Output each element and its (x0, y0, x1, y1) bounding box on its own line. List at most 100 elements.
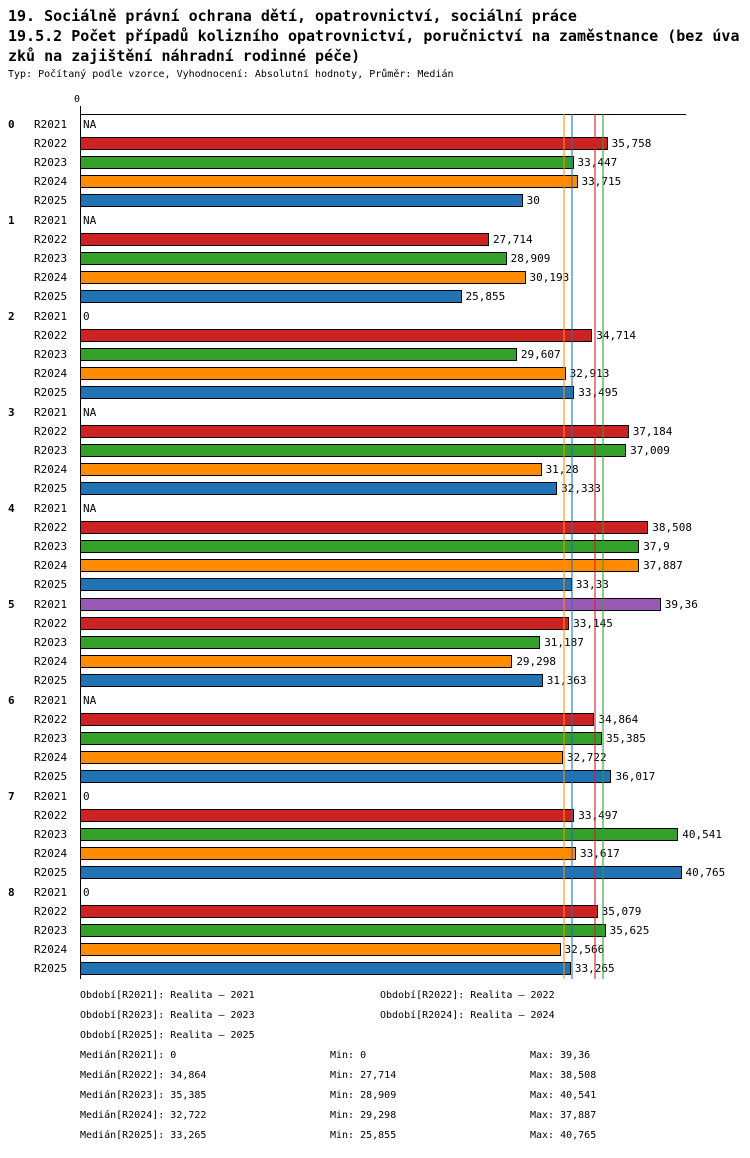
stat-median-R2025: Medián[R2025]: 33,265 (80, 1130, 207, 1141)
stat-min-R2025: Min: 25,855 (330, 1130, 397, 1141)
series-label: R2022 (34, 713, 68, 726)
bar-track: 37,009 (80, 441, 750, 460)
bar-group: 1 R2021 NA R2022 27,714 R2023 28,909 R2024 30,19… (0, 211, 750, 306)
bar-track: 31,28 (80, 460, 750, 479)
bar-row: R2025 31,363 (0, 671, 750, 690)
stat-min-R2024: Min: 29,298 (330, 1110, 397, 1121)
value-label: 33,33 (575, 578, 609, 591)
series-label: R2021 (34, 790, 68, 803)
bar-R2022 (80, 233, 489, 246)
group-label (0, 940, 34, 959)
group-label (0, 729, 34, 748)
bar-group: 4 R2021 NA R2022 38,508 R2023 37,9 R2024 37,887 R… (0, 499, 750, 594)
bar-track: 32,913 (80, 364, 750, 383)
bar-row: R2023 29,607 (0, 345, 750, 364)
value-label: 28,909 (510, 252, 551, 265)
bar-row: R2024 33,617 (0, 844, 750, 863)
series-label: R2025 (34, 578, 68, 591)
bar-R2023 (80, 828, 679, 841)
bar-track: 27,714 (80, 230, 750, 249)
x-axis-tick (80, 106, 81, 114)
bar-row: R2022 37,184 (0, 422, 750, 441)
group-label: 0 (8, 118, 15, 131)
series-label: R2025 (34, 194, 68, 207)
report-title-line-2: 19.5.2 Počet případů kolizního opatrovni… (8, 27, 740, 45)
bar-R2024 (80, 847, 577, 860)
bar-R2025 (80, 674, 543, 687)
series-label: R2024 (34, 463, 68, 476)
bar-row: R2024 32,566 (0, 940, 750, 959)
report-title-line-1: 19. Sociálně právní ochrana dětí, opatro… (8, 7, 577, 25)
bar-row: R2025 33,265 (0, 959, 750, 978)
legend-period-R2021: Období[R2021]: Realita – 2021 (80, 990, 255, 1001)
bar-group: 8 R2021 0 R2022 35,079 R2023 35,625 R2024 32,566… (0, 883, 750, 978)
bar-R2023 (80, 444, 627, 457)
bar-group: 6 R2021 NA R2022 34,864 R2023 35,385 R2024 32,72… (0, 691, 750, 786)
bar-track: 36,017 (80, 767, 750, 786)
median-line-R2024 (562, 114, 565, 979)
bar-row: R2025 36,017 (0, 767, 750, 786)
series-label: R2022 (34, 233, 68, 246)
group-label (0, 556, 34, 575)
x-axis-line (80, 114, 686, 115)
bar-row: R2023 35,385 (0, 729, 750, 748)
bar-R2022 (80, 905, 598, 918)
value-label: 35,758 (611, 137, 652, 150)
bar-row: 8 R2021 0 (0, 883, 750, 902)
group-label (0, 479, 34, 498)
stat-max-R2021: Max: 39,36 (530, 1050, 591, 1061)
bar-R2024 (80, 751, 563, 764)
value-label: 0 (83, 310, 90, 323)
series-label: R2024 (34, 751, 68, 764)
legend-period-R2022: Období[R2022]: Realita – 2022 (380, 990, 555, 1001)
value-label: NA (83, 214, 97, 227)
value-label: 30 (526, 194, 540, 207)
group-label (0, 633, 34, 652)
series-label: R2021 (34, 118, 68, 131)
bar-track: 28,909 (80, 249, 750, 268)
bar-R2022 (80, 617, 570, 630)
bar-track: 40,541 (80, 825, 750, 844)
value-label: 35,625 (609, 924, 650, 937)
group-label (0, 959, 34, 978)
bar-group: 2 R2021 0 R2022 34,714 R2023 29,607 R2024 32,913… (0, 307, 750, 402)
median-line-R2023 (602, 114, 605, 979)
bar-R2024 (80, 943, 561, 956)
group-label (0, 326, 34, 345)
bar-R2021 (80, 598, 661, 611)
group-label (0, 767, 34, 786)
bar-track: 30,193 (80, 268, 750, 287)
value-label: 38,508 (652, 521, 692, 534)
bar-row: 7 R2021 0 (0, 787, 750, 806)
value-label: 0 (83, 790, 90, 803)
value-label: 40,541 (682, 828, 722, 841)
series-label: R2022 (34, 905, 68, 918)
bar-row: R2025 40,765 (0, 863, 750, 882)
bar-group: 0 R2021 NA R2022 35,758 R2023 33,447 R2024 33,71… (0, 115, 750, 210)
series-label: R2024 (34, 367, 68, 380)
bar-row: R2022 33,145 (0, 614, 750, 633)
bar-track: 33,495 (80, 383, 750, 402)
bar-track: 40,765 (80, 863, 750, 882)
bar-track: 33,447 (80, 153, 750, 172)
bar-R2023 (80, 540, 640, 553)
series-label: R2024 (34, 175, 68, 188)
series-label: R2022 (34, 425, 68, 438)
bar-row: R2024 29,298 (0, 652, 750, 671)
bar-R2022 (80, 329, 593, 342)
group-label: 2 (8, 310, 15, 323)
value-label: 33,145 (573, 617, 613, 630)
bar-track: 37,887 (80, 556, 750, 575)
bar-track: 31,187 (80, 633, 750, 652)
bar-row: R2022 38,508 (0, 518, 750, 537)
stat-min-R2021: Min: 0 (330, 1050, 367, 1061)
bar-row: 2 R2021 0 (0, 307, 750, 326)
bar-track: NA (80, 403, 750, 422)
stat-max-R2024: Max: 37,887 (530, 1110, 597, 1121)
bar-row: R2023 28,909 (0, 249, 750, 268)
group-label (0, 844, 34, 863)
stat-median-R2021: Medián[R2021]: 0 (80, 1050, 177, 1061)
series-label: R2025 (34, 482, 68, 495)
bar-R2025 (80, 194, 523, 207)
median-line-R2025 (570, 114, 573, 979)
